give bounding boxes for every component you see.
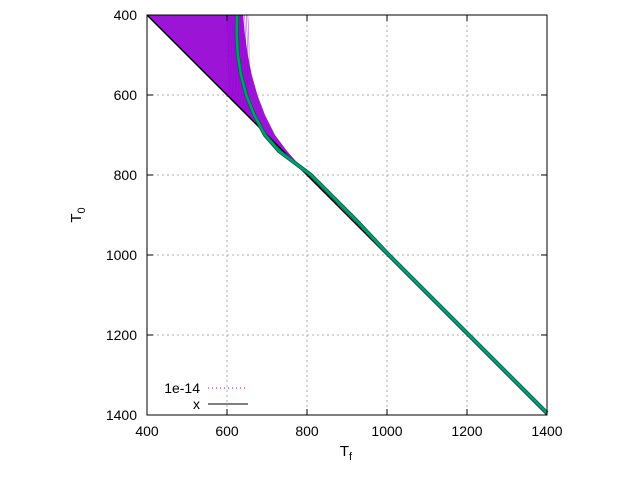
x-axis-label: Tf xyxy=(340,443,353,463)
legend-label-1e-14: 1e-14 xyxy=(164,380,200,396)
legend-label-x: x xyxy=(193,396,200,412)
y-tick-label: 600 xyxy=(114,87,138,103)
y-tick-label: 800 xyxy=(114,167,138,183)
y-tick-label: 1400 xyxy=(106,407,137,423)
grid-lines xyxy=(147,15,547,415)
y-tick-label: 1000 xyxy=(106,247,137,263)
x-tick-label: 1200 xyxy=(451,423,482,439)
x-tick-label: 1400 xyxy=(531,423,562,439)
x-tick-label: 1000 xyxy=(371,423,402,439)
tick-labels: 400 600 800 1000 1200 14004006008001000120014… xyxy=(106,7,563,439)
series-green-line xyxy=(235,14,548,414)
x-tick-label: 400 xyxy=(135,423,159,439)
y-tick-label: 1200 xyxy=(106,327,137,343)
legend: 1e-14 x xyxy=(164,380,248,412)
x-tick-label: 800 xyxy=(295,423,319,439)
series-green-curve xyxy=(234,14,549,415)
y-axis-label: T0 xyxy=(68,207,88,222)
plot-frame xyxy=(146,14,548,416)
series-green-outline xyxy=(234,14,549,415)
y-tick-label: 400 xyxy=(114,7,138,23)
x-tick-label: 600 xyxy=(215,423,239,439)
